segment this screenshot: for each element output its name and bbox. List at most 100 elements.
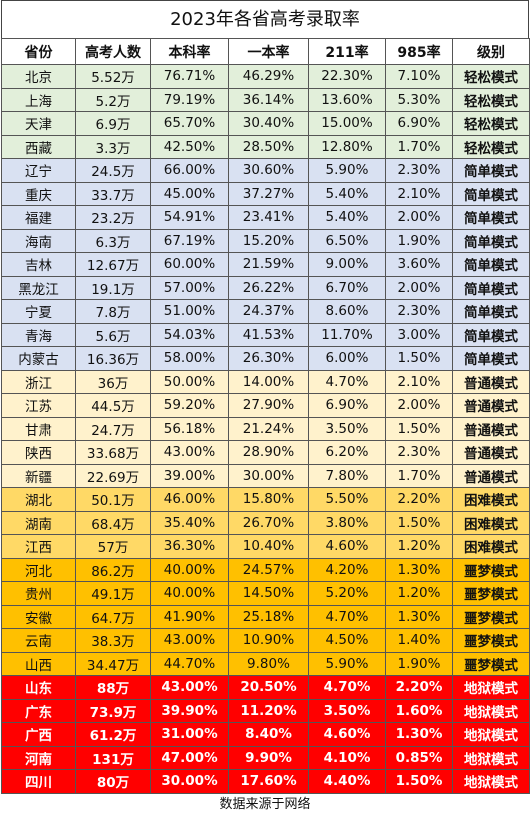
- level-cell: 普通模式: [452, 463, 530, 488]
- cell: 11.20%: [228, 698, 309, 723]
- cell: 1.40%: [385, 628, 453, 653]
- cell: 3.3万: [75, 134, 151, 159]
- cell: 5.6万: [75, 322, 151, 347]
- cell: 50.1万: [75, 487, 151, 512]
- cell: 14.00%: [228, 369, 309, 394]
- cell: 58.00%: [150, 346, 229, 371]
- cell: 79.19%: [150, 87, 229, 112]
- cell: 云南: [1, 628, 76, 653]
- cell: 86.2万: [75, 557, 151, 582]
- cell: 43.00%: [150, 440, 229, 465]
- cell: 36万: [75, 369, 151, 394]
- cell: 26.30%: [228, 346, 309, 371]
- cell: 27.90%: [228, 393, 309, 418]
- cell: 4.50%: [308, 628, 386, 653]
- table-body: 北京 5.52万 76.71% 46.29% 22.30% 7.10% 轻松模式 上海 5.2万…: [1, 64, 530, 794]
- cell: 5.2万: [75, 87, 151, 112]
- cell: 24.5万: [75, 158, 151, 183]
- header-cell: 高考人数: [75, 38, 151, 65]
- cell: 65.70%: [150, 111, 229, 136]
- cell: 68.4万: [75, 510, 151, 535]
- cell: 15.80%: [228, 487, 309, 512]
- cell: 内蒙古: [1, 346, 76, 371]
- level-cell: 困难模式: [452, 534, 530, 559]
- level-cell: 轻松模式: [452, 87, 530, 112]
- cell: 10.40%: [228, 534, 309, 559]
- cell: 湖北: [1, 487, 76, 512]
- cell: 43.00%: [150, 628, 229, 653]
- cell: 34.47万: [75, 651, 151, 676]
- cell: 5.30%: [385, 87, 453, 112]
- footer: 数据来源于网络: [219, 796, 311, 812]
- cell: 3.80%: [308, 510, 386, 535]
- cell: 60.00%: [150, 252, 229, 277]
- cell: 1.20%: [385, 534, 453, 559]
- level-cell: 噩梦模式: [452, 557, 530, 582]
- table-row: 新疆 22.69万 39.00% 30.00% 7.80% 1.70% 普通模式: [1, 463, 530, 488]
- table-row: 四川 80万 30.00% 17.60% 4.40% 1.50% 地狱模式: [1, 769, 530, 794]
- cell: 海南: [1, 228, 76, 253]
- cell: 25.18%: [228, 604, 309, 629]
- cell: 21.24%: [228, 416, 309, 441]
- cell: 26.22%: [228, 275, 309, 300]
- table-row: 湖北 50.1万 46.00% 15.80% 5.50% 2.20% 困难模式: [1, 487, 530, 512]
- cell: 36.30%: [150, 534, 229, 559]
- cell: 1.50%: [385, 510, 453, 535]
- level-cell: 轻松模式: [452, 134, 530, 159]
- cell: 28.50%: [228, 134, 309, 159]
- cell: 17.60%: [228, 769, 309, 794]
- cell: 甘肃: [1, 416, 76, 441]
- cell: 福建: [1, 205, 76, 230]
- cell: 45.00%: [150, 181, 229, 206]
- cell: 4.70%: [308, 369, 386, 394]
- level-cell: 简单模式: [452, 275, 530, 300]
- cell: 山东: [1, 675, 76, 700]
- level-cell: 简单模式: [452, 205, 530, 230]
- cell: 44.5万: [75, 393, 151, 418]
- header-cell: 级别: [452, 38, 530, 65]
- level-cell: 轻松模式: [452, 111, 530, 136]
- cell: 12.80%: [308, 134, 386, 159]
- cell: 2.00%: [385, 205, 453, 230]
- cell: 50.00%: [150, 369, 229, 394]
- cell: 4.40%: [308, 769, 386, 794]
- cell: 2.20%: [385, 487, 453, 512]
- table-row: 山东 88万 43.00% 20.50% 4.70% 2.20% 地狱模式: [1, 675, 530, 700]
- cell: 131万: [75, 745, 151, 770]
- level-cell: 普通模式: [452, 416, 530, 441]
- cell: 21.59%: [228, 252, 309, 277]
- cell: 66.00%: [150, 158, 229, 183]
- cell: 5.40%: [308, 205, 386, 230]
- cell: 新疆: [1, 463, 76, 488]
- cell: 0.85%: [385, 745, 453, 770]
- cell: 54.03%: [150, 322, 229, 347]
- cell: 北京: [1, 64, 76, 89]
- cell: 6.90%: [308, 393, 386, 418]
- cell: 36.14%: [228, 87, 309, 112]
- header-row: 省份 高考人数 本科率 一本率 211率 985率 级别: [1, 38, 530, 65]
- table-row: 湖南 68.4万 35.40% 26.70% 3.80% 1.50% 困难模式: [1, 510, 530, 535]
- header-cell: 一本率: [228, 38, 309, 65]
- level-cell: 简单模式: [452, 322, 530, 347]
- cell: 宁夏: [1, 299, 76, 324]
- cell: 2.20%: [385, 675, 453, 700]
- cell: 青海: [1, 322, 76, 347]
- cell: 24.37%: [228, 299, 309, 324]
- cell: 2.30%: [385, 299, 453, 324]
- title: 2023年各省高考录取率: [1, 0, 529, 38]
- cell: 54.91%: [150, 205, 229, 230]
- cell: 4.60%: [308, 534, 386, 559]
- table-row: 河南 131万 47.00% 9.90% 4.10% 0.85% 地狱模式: [1, 745, 530, 770]
- level-cell: 简单模式: [452, 158, 530, 183]
- table-row: 宁夏 7.8万 51.00% 24.37% 8.60% 2.30% 简单模式: [1, 299, 530, 324]
- table-row: 辽宁 24.5万 66.00% 30.60% 5.90% 2.30% 简单模式: [1, 158, 530, 183]
- table-row: 江西 57万 36.30% 10.40% 4.60% 1.20% 困难模式: [1, 534, 530, 559]
- cell: 46.29%: [228, 64, 309, 89]
- cell: 40.00%: [150, 557, 229, 582]
- level-cell: 噩梦模式: [452, 628, 530, 653]
- cell: 30.00%: [228, 463, 309, 488]
- level-cell: 地狱模式: [452, 698, 530, 723]
- cell: 59.20%: [150, 393, 229, 418]
- level-cell: 简单模式: [452, 228, 530, 253]
